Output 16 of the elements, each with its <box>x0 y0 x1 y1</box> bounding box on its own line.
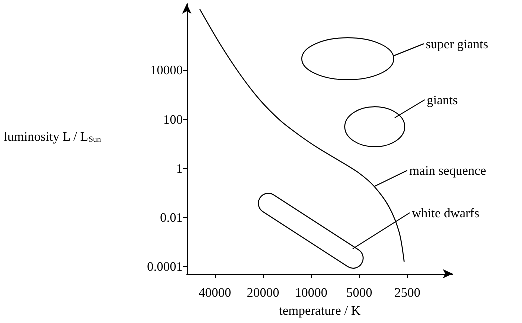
y-tick-label: 1 <box>176 160 183 176</box>
x-tick-label: 5000 <box>346 285 372 300</box>
annotation: main sequence <box>409 163 487 178</box>
x-tick-label: 20000 <box>247 285 280 300</box>
y-tick-label: 100 <box>164 112 183 127</box>
y-tick-label: 0.01 <box>160 210 183 226</box>
x-axis-title: temperature / K <box>279 302 362 318</box>
y-tick-label: 10000 <box>150 62 183 78</box>
x-tick-label: 10000 <box>295 285 328 300</box>
x-tick-label: 40000 <box>198 285 232 300</box>
x-tick-label: 2500 <box>394 285 421 300</box>
y-tick-label: 0.0001 <box>147 259 183 274</box>
annotation: super giants <box>426 36 488 52</box>
y-axis-title: luminosity L / LSun <box>4 129 102 144</box>
annotation: giants <box>427 92 458 108</box>
annotation: white dwarfs <box>412 206 480 220</box>
